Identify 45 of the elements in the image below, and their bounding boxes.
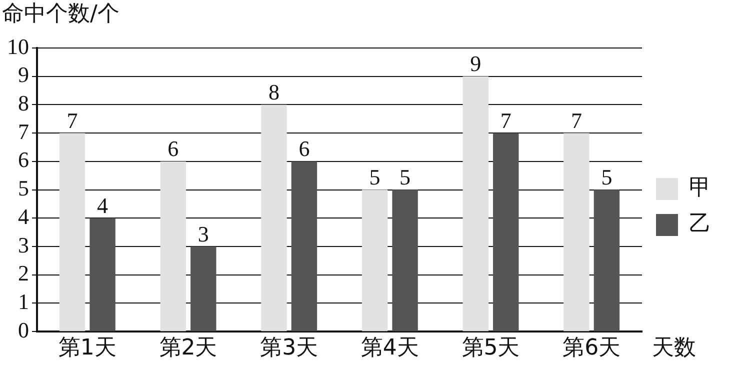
bar (90, 218, 116, 332)
x-axis-title: 天数 (652, 335, 696, 360)
data-label: 7 (66, 108, 78, 133)
y-tick-label: 4 (18, 204, 29, 229)
y-tick-label: 10 (7, 34, 29, 59)
legend-label: 乙 (689, 212, 711, 237)
y-tick-label: 5 (18, 176, 29, 201)
x-tick-label: 第5天 (462, 336, 520, 361)
bar (261, 104, 287, 332)
bar (594, 190, 620, 332)
bar (59, 133, 86, 332)
x-tick-label: 第3天 (260, 336, 318, 361)
bar (564, 133, 590, 332)
data-label: 5 (400, 164, 411, 190)
y-tick-label: 6 (18, 147, 29, 172)
data-label: 5 (601, 164, 612, 190)
bar (190, 246, 216, 332)
data-label: 7 (570, 108, 582, 133)
x-tick-label: 第1天 (58, 336, 116, 361)
y-tick-label: 2 (18, 260, 29, 286)
data-label: 4 (97, 192, 108, 218)
x-tick-label: 第2天 (159, 336, 218, 361)
data-label: 5 (369, 164, 380, 190)
y-axis-title: 命中个数/个 (2, 2, 120, 27)
y-tick-label: 1 (18, 289, 29, 314)
y-tick-label: 9 (18, 62, 29, 88)
data-label: 7 (500, 108, 512, 133)
data-label: 3 (198, 221, 209, 246)
legend-label: 甲 (689, 176, 711, 201)
bar (160, 161, 186, 332)
y-tick-label: 0 (18, 317, 29, 342)
y-tick-label: 3 (18, 232, 29, 258)
bar (291, 161, 318, 332)
bar (462, 76, 488, 332)
x-tick-label: 第4天 (360, 336, 419, 361)
y-tick-label: 7 (18, 118, 29, 144)
data-label: 6 (168, 136, 179, 162)
y-tick-label: 8 (18, 90, 29, 116)
x-tick-label: 第6天 (562, 336, 621, 361)
data-label: 8 (268, 80, 280, 104)
bar (362, 190, 388, 332)
data-label: 9 (470, 51, 482, 76)
data-label: 6 (298, 136, 310, 162)
bar (493, 133, 519, 332)
bar (392, 190, 418, 332)
